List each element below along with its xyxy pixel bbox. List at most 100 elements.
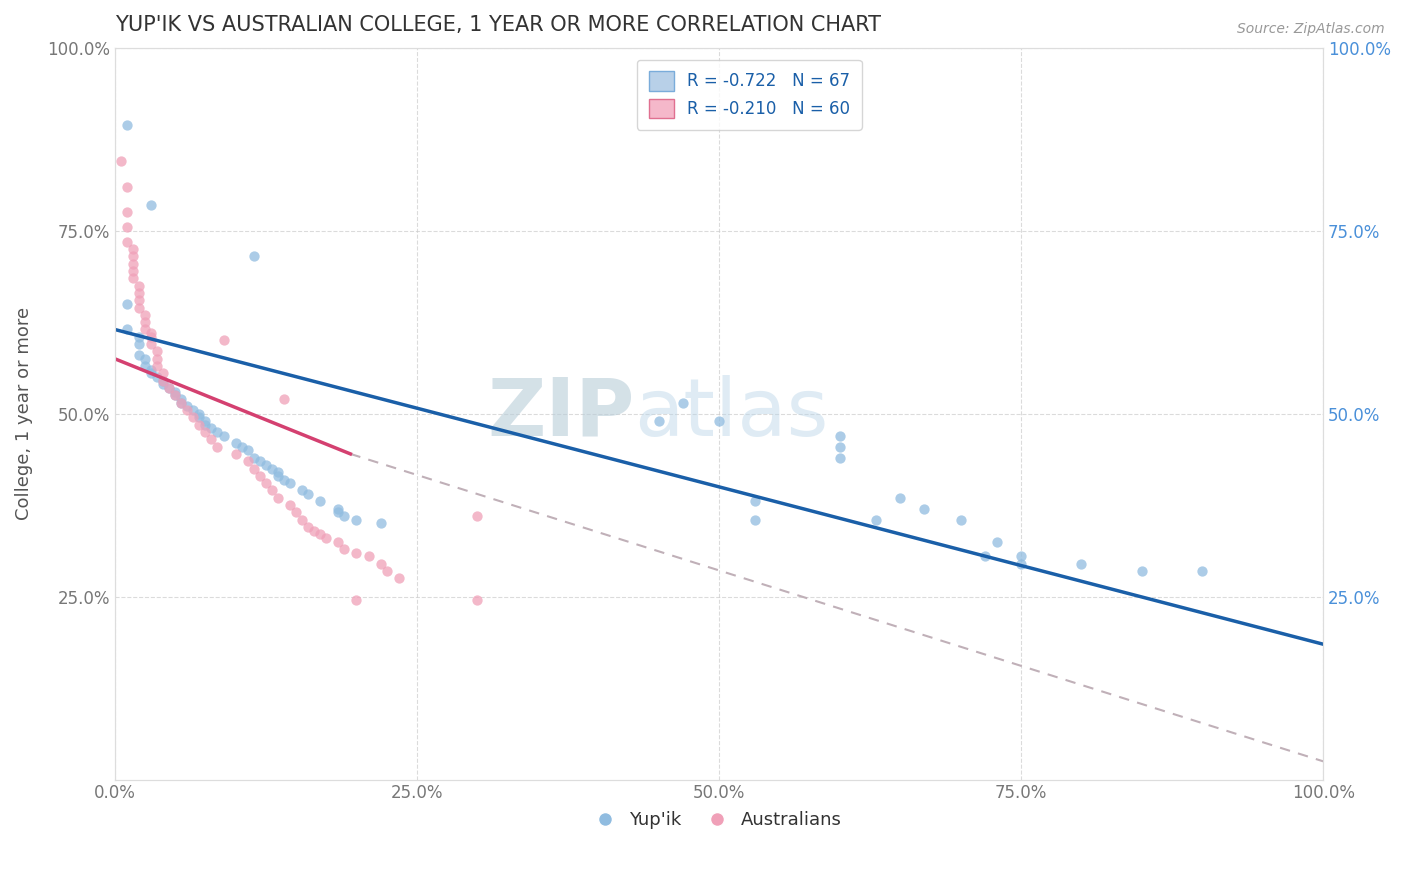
- Point: [1191, 564, 1213, 578]
- Point: [328, 505, 350, 519]
- Point: [231, 440, 253, 454]
- Point: [297, 487, 319, 501]
- Point: [744, 494, 766, 508]
- Point: [207, 425, 229, 439]
- Point: [1010, 557, 1032, 571]
- Point: [146, 370, 169, 384]
- Point: [134, 322, 156, 336]
- Point: [122, 271, 145, 285]
- Point: [333, 509, 356, 524]
- Point: [115, 297, 138, 311]
- Point: [302, 524, 325, 538]
- Point: [865, 513, 887, 527]
- Point: [672, 395, 695, 409]
- Point: [170, 392, 193, 406]
- Point: [912, 501, 935, 516]
- Point: [200, 421, 222, 435]
- Point: [273, 392, 295, 406]
- Point: [146, 351, 169, 366]
- Point: [128, 301, 150, 315]
- Point: [115, 219, 138, 234]
- Point: [254, 476, 277, 491]
- Point: [170, 395, 193, 409]
- Point: [370, 516, 392, 531]
- Point: [254, 458, 277, 472]
- Point: [181, 403, 204, 417]
- Point: [285, 505, 308, 519]
- Text: YUP'IK VS AUSTRALIAN COLLEGE, 1 YEAR OR MORE CORRELATION CHART: YUP'IK VS AUSTRALIAN COLLEGE, 1 YEAR OR …: [115, 15, 880, 35]
- Point: [242, 461, 264, 475]
- Point: [249, 468, 271, 483]
- Point: [207, 440, 229, 454]
- Point: [309, 527, 332, 541]
- Point: [152, 367, 174, 381]
- Point: [146, 359, 169, 373]
- Point: [949, 513, 972, 527]
- Point: [291, 483, 314, 498]
- Point: [152, 374, 174, 388]
- Point: [346, 546, 368, 560]
- Point: [249, 454, 271, 468]
- Point: [115, 235, 138, 249]
- Point: [157, 381, 180, 395]
- Point: [315, 531, 337, 545]
- Text: Source: ZipAtlas.com: Source: ZipAtlas.com: [1237, 22, 1385, 37]
- Point: [194, 425, 217, 439]
- Point: [128, 285, 150, 300]
- Point: [291, 513, 314, 527]
- Point: [139, 337, 162, 351]
- Point: [176, 400, 198, 414]
- Point: [328, 534, 350, 549]
- Point: [122, 264, 145, 278]
- Point: [157, 381, 180, 395]
- Point: [152, 377, 174, 392]
- Point: [328, 501, 350, 516]
- Text: ZIP: ZIP: [486, 375, 634, 452]
- Point: [370, 557, 392, 571]
- Point: [297, 520, 319, 534]
- Point: [267, 468, 290, 483]
- Point: [194, 417, 217, 432]
- Point: [278, 498, 301, 512]
- Point: [242, 450, 264, 465]
- Point: [242, 249, 264, 263]
- Point: [115, 179, 138, 194]
- Point: [707, 414, 730, 428]
- Point: [139, 326, 162, 340]
- Point: [647, 414, 669, 428]
- Point: [1010, 549, 1032, 564]
- Point: [346, 593, 368, 607]
- Point: [465, 509, 488, 524]
- Point: [134, 308, 156, 322]
- Point: [165, 388, 187, 402]
- Point: [267, 465, 290, 479]
- Point: [128, 278, 150, 293]
- Point: [1130, 564, 1153, 578]
- Point: [115, 322, 138, 336]
- Point: [115, 205, 138, 219]
- Point: [212, 334, 235, 348]
- Point: [122, 249, 145, 263]
- Point: [346, 513, 368, 527]
- Point: [828, 428, 851, 442]
- Point: [146, 344, 169, 359]
- Point: [375, 564, 398, 578]
- Point: [744, 513, 766, 527]
- Point: [357, 549, 380, 564]
- Point: [128, 337, 150, 351]
- Point: [134, 351, 156, 366]
- Point: [212, 428, 235, 442]
- Point: [139, 362, 162, 376]
- Point: [128, 293, 150, 308]
- Point: [278, 476, 301, 491]
- Point: [260, 483, 283, 498]
- Point: [176, 403, 198, 417]
- Point: [165, 388, 187, 402]
- Point: [267, 491, 290, 505]
- Point: [152, 374, 174, 388]
- Point: [122, 242, 145, 256]
- Point: [986, 534, 1008, 549]
- Text: atlas: atlas: [634, 375, 828, 452]
- Point: [188, 410, 211, 425]
- Point: [139, 367, 162, 381]
